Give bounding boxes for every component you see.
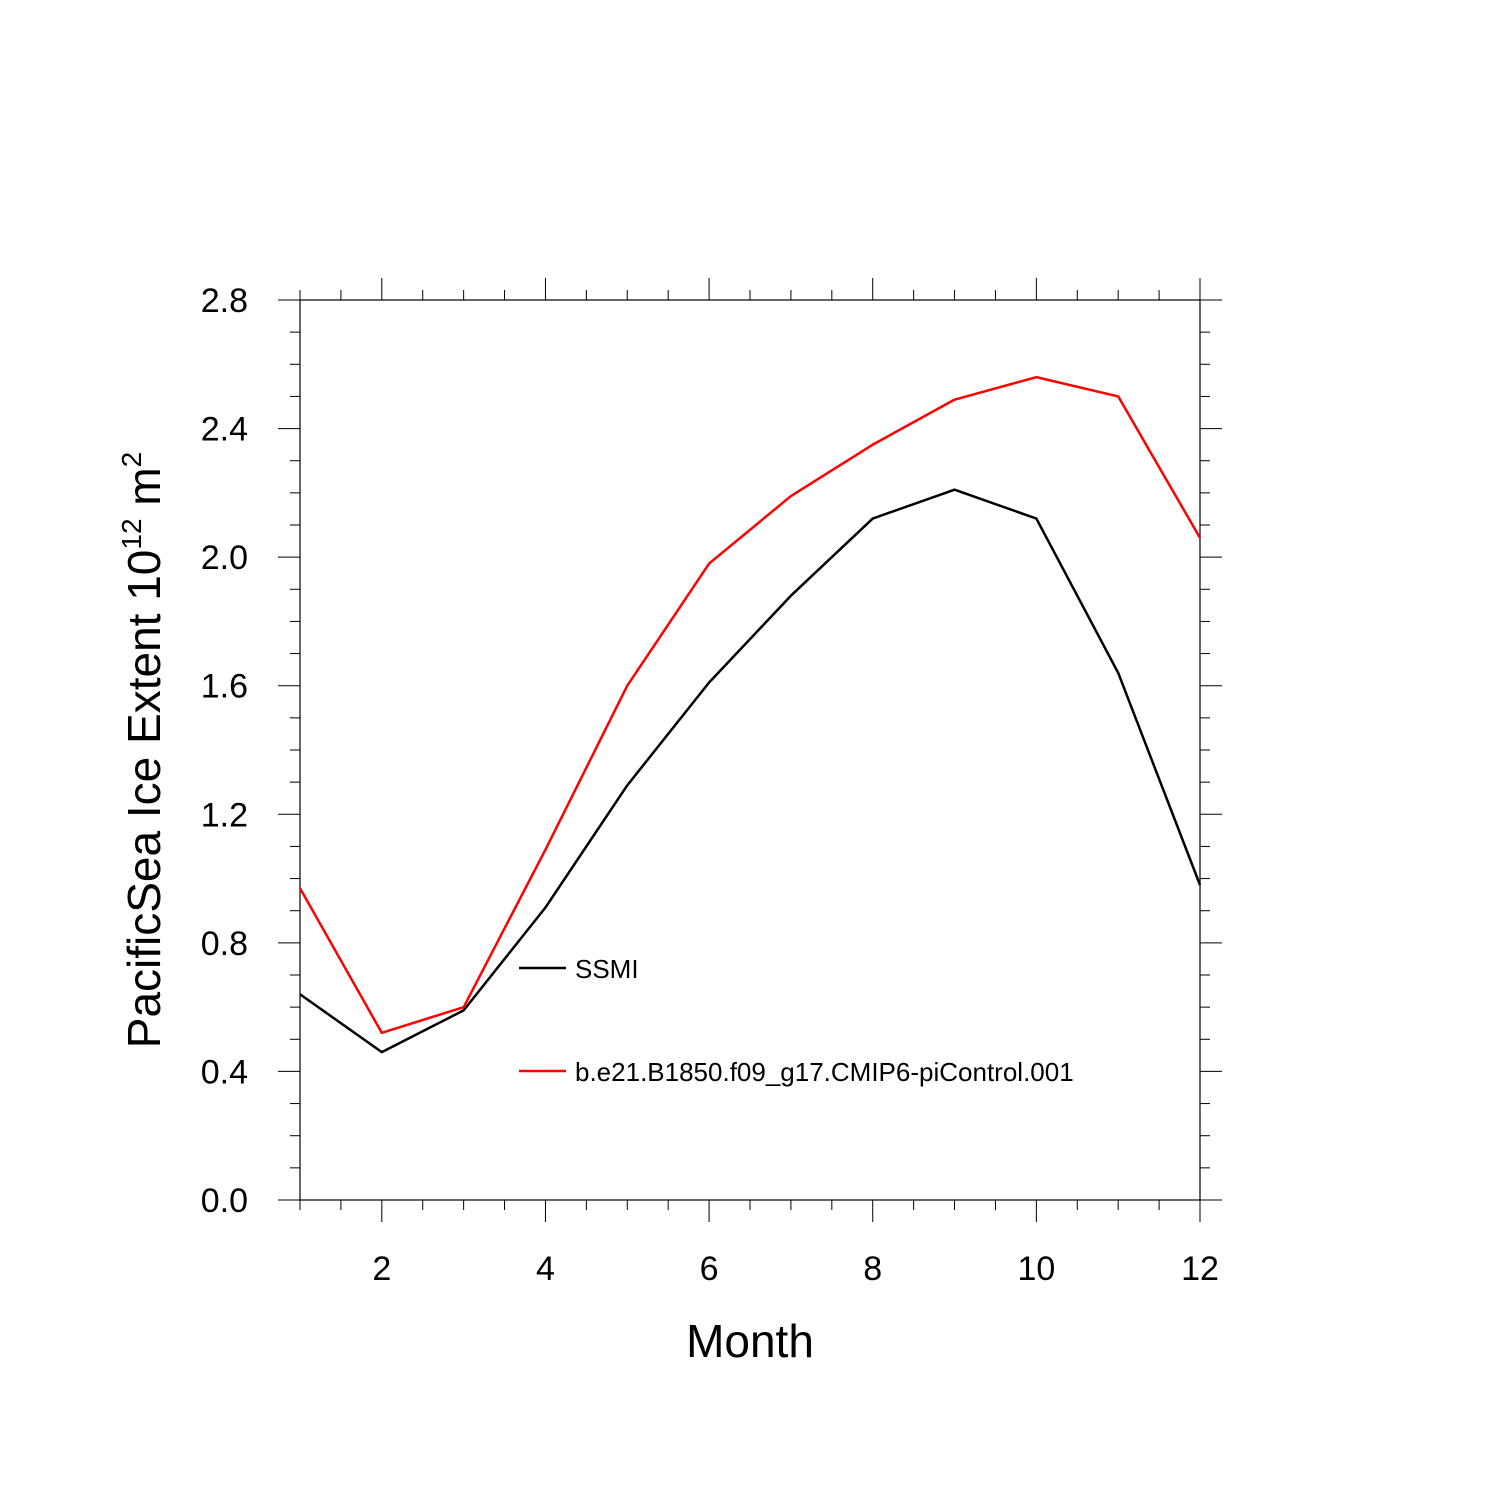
y-tick-label: 0.8: [201, 925, 248, 963]
y-axis-title-main: PacificSea Ice Extent 10: [118, 550, 170, 1049]
x-tick-label: 8: [863, 1250, 882, 1288]
y-axis-title-unit: m: [118, 467, 170, 518]
x-tick-label: 6: [700, 1250, 719, 1288]
tick-labels: 2 4 6 8 10 12 0.0 0.4 0.8 1.2 1.6 2.0 2.4 2.8: [201, 282, 1219, 1288]
legend-label-ssmi: SSMI: [575, 954, 639, 984]
x-tick-label: 12: [1181, 1250, 1219, 1288]
y-tick-label: 1.6: [201, 668, 248, 706]
y-axis-title: PacificSea Ice Extent 1012 m2: [116, 452, 170, 1048]
x-axis-title: Month: [686, 1315, 814, 1367]
y-tick-label: 2.4: [201, 411, 248, 449]
series-lines: [298, 375, 1202, 1054]
x-tick-label: 10: [1017, 1250, 1055, 1288]
series-line-ssmi: [299, 488, 1202, 1054]
series-line-picontrol: [298, 375, 1202, 1035]
legend: SSMI b.e21.B1850.f09_g17.CMIP6-piControl…: [519, 954, 1074, 1087]
axis-ticks: [278, 278, 1222, 1222]
x-tick-label: 4: [536, 1250, 555, 1288]
x-tick-label: 2: [372, 1250, 391, 1288]
y-axis-title-exponent: 12: [116, 518, 147, 549]
y-tick-label: 0.0: [201, 1182, 248, 1220]
y-tick-label: 1.2: [201, 796, 248, 834]
legend-label-picontrol: b.e21.B1850.f09_g17.CMIP6-piControl.001: [575, 1057, 1074, 1087]
y-tick-label: 2.0: [201, 539, 248, 577]
y-axis-title-unit-exponent: 2: [116, 452, 147, 468]
y-tick-label: 0.4: [201, 1053, 248, 1091]
y-tick-label: 2.8: [201, 282, 248, 320]
